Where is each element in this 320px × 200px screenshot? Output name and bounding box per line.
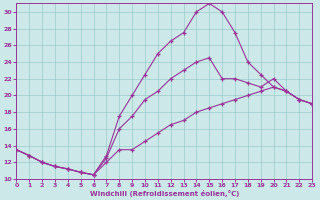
X-axis label: Windchill (Refroidissement éolien,°C): Windchill (Refroidissement éolien,°C) [90, 190, 239, 197]
